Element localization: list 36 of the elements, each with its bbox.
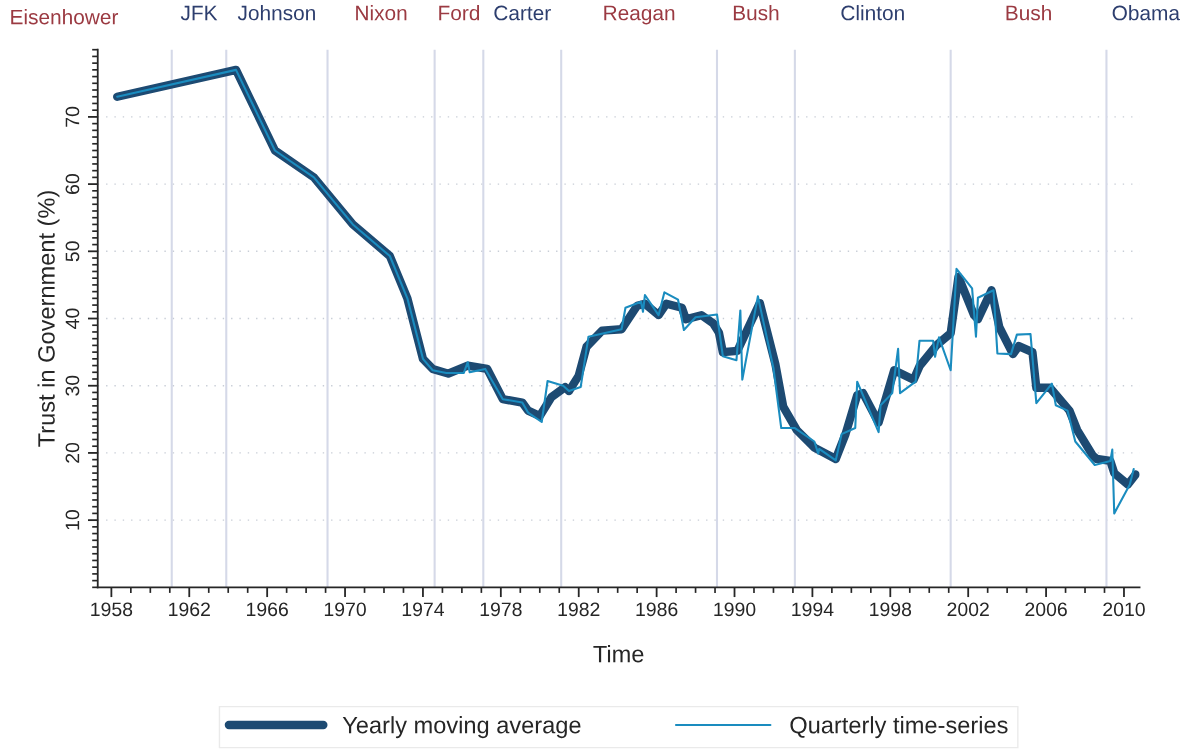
y-tick-label: 10: [65, 510, 80, 530]
x-tick-label: 1998: [870, 602, 912, 617]
text: Ford: [439, 5, 480, 21]
text: Johnson: [237, 5, 315, 21]
text: JFK: [180, 5, 218, 21]
x-tick-label: 2002: [947, 602, 989, 617]
text: Carter: [494, 5, 551, 21]
text: Eisenhower: [11, 9, 119, 25]
x-tick-label: 1974: [402, 602, 445, 617]
x-tick-label: 1978: [480, 602, 522, 617]
x-axis-title: Time: [593, 645, 644, 663]
x-tick-label: 1966: [247, 602, 288, 617]
x-tick-label: 1970: [324, 602, 366, 617]
x-tick-label: 1986: [636, 602, 678, 617]
y-axis-title: Trust in Government (%): [37, 191, 60, 447]
y-tick-label: 30: [65, 375, 80, 396]
x-tick-label: 1962: [169, 602, 210, 617]
x-tick-label: 1958: [91, 602, 133, 617]
x-tick-label: 1994: [792, 602, 834, 617]
y-tick-label: 40: [65, 308, 80, 329]
legend-label: Quarterly time-series: [790, 716, 1008, 739]
text: Obama: [1112, 5, 1180, 21]
text: Reagan: [604, 5, 675, 25]
y-tick-label: 20: [65, 442, 80, 463]
text: Nixon: [356, 5, 407, 21]
x-tick-label: 1982: [558, 602, 600, 617]
x-tick-label: 1990: [714, 602, 756, 617]
legend-label: Yearly moving average: [342, 716, 581, 739]
y-tick-label: 70: [65, 106, 80, 127]
x-tick-label: 2010: [1103, 602, 1145, 617]
x-tick-label: 2006: [1025, 602, 1067, 617]
text: Clinton: [841, 5, 904, 21]
y-tick-label: 60: [65, 174, 80, 194]
text: Bush: [733, 5, 779, 21]
y-tick-label: 50: [65, 241, 80, 262]
text: Bush: [1006, 5, 1051, 21]
